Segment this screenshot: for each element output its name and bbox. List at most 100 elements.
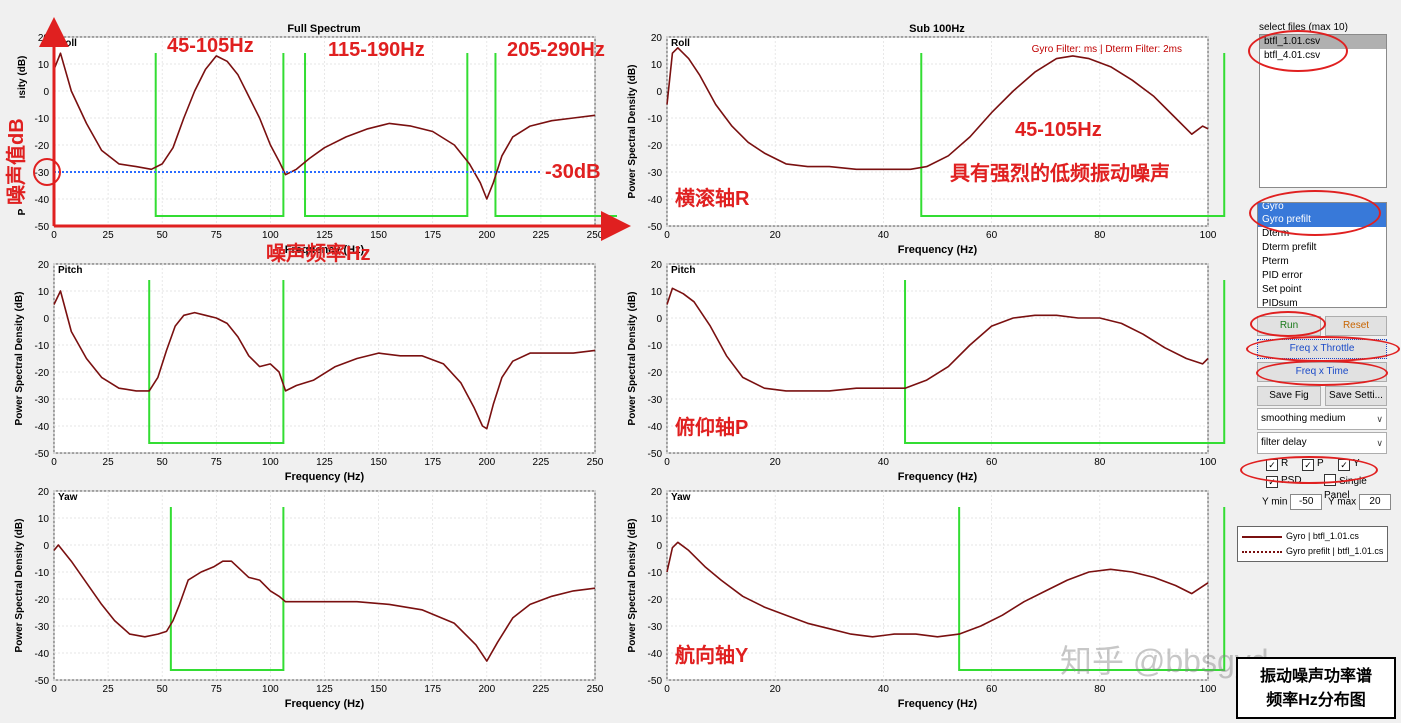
x-tick-label: 0 [664, 457, 670, 468]
axis-name-label: Pitch [671, 265, 695, 276]
x-tick-label: 0 [664, 230, 670, 241]
x-tick-label: 20 [770, 457, 782, 468]
y-tick-label: 10 [38, 514, 50, 525]
x-tick-label: 175 [424, 684, 441, 695]
checkbox-single-panel[interactable]: Single Panel [1324, 474, 1394, 501]
y-tick-label: -30 [648, 168, 663, 179]
caption-line-2: 频率Hz分布图 [1266, 692, 1366, 709]
x-axis-label: Frequency (Hz) [898, 698, 978, 710]
x-tick-label: 100 [1200, 684, 1217, 695]
y-tick-label: -50 [35, 676, 50, 687]
freq-throttle-button[interactable]: Freq x Throttle [1257, 339, 1387, 359]
series-line-gyro [666, 46, 1209, 171]
checkbox-psd[interactable]: ✓ PSD [1266, 474, 1302, 488]
checkbox-p[interactable]: ✓ P [1302, 457, 1324, 471]
y-tick-label: 20 [38, 487, 50, 498]
y-min-control: Y min -50 [1262, 494, 1323, 510]
x-tick-label: 100 [262, 230, 279, 241]
legend-item-gyro-prefilt: Gyro prefilt | btfl_1.01.cs [1242, 544, 1383, 558]
chart-sub-pitch: 0 20 40 60 80 100 -50 -40 -30 -20 -10 0 10 20 Pitch Fre… [627, 260, 1226, 483]
y-tick-label: 20 [38, 260, 50, 271]
y-tick-label: 20 [651, 260, 663, 271]
x-tick-label: 100 [1200, 457, 1217, 468]
checkbox-r[interactable]: ✓ R [1266, 457, 1288, 471]
x-tick-label: 200 [478, 230, 495, 241]
filter-delay-value: filter delay [1261, 437, 1307, 448]
checkbox-r-label: R [1281, 458, 1289, 469]
smoothing-dropdown[interactable]: smoothing medium ∨ [1257, 408, 1387, 430]
x-tick-label: 250 [587, 230, 604, 241]
y-tick-label: -10 [648, 568, 663, 579]
y-min-input[interactable]: -50 [1290, 494, 1323, 510]
freq-time-button[interactable]: Freq x Time [1257, 362, 1387, 382]
legend-swatch-solid [1242, 535, 1282, 538]
y-tick-label: -30 [648, 622, 663, 633]
run-button[interactable]: Run [1257, 316, 1321, 336]
band-group [169, 507, 285, 671]
checkbox-single-panel-label: Single Panel [1324, 476, 1367, 501]
y-axis-label: Power Spectral Density (dB) [627, 65, 638, 199]
save-settings-button[interactable]: Save Setti... [1325, 386, 1387, 406]
signal-list[interactable]: Gyro Gyro prefilt Dterm Dterm prefilt Pt… [1257, 202, 1387, 308]
y-tick-label: -40 [648, 195, 663, 206]
y-tick-label: -20 [35, 141, 50, 152]
x-tick-label: 60 [986, 684, 998, 695]
x-axis-label: Frequency (Hz) [285, 698, 365, 710]
signal-item[interactable]: Gyro [1258, 203, 1386, 213]
y-tick-label: 0 [656, 314, 662, 325]
y-tick-label: -10 [648, 341, 663, 352]
y-tick-label: 0 [43, 541, 49, 552]
highlight-ytick [33, 158, 61, 186]
save-fig-button[interactable]: Save Fig [1257, 386, 1321, 406]
legend-swatch-dotted [1242, 550, 1282, 553]
x-tick-label: 200 [478, 684, 495, 695]
signal-item[interactable]: PIDsum [1262, 298, 1298, 308]
file-list[interactable]: btfl_1.01.csv btfl_4.01.csv [1259, 34, 1387, 188]
signal-item[interactable]: Dterm [1262, 228, 1290, 239]
reset-button[interactable]: Reset [1325, 316, 1387, 336]
plot-area [666, 263, 1209, 454]
y-tick-label: -30 [35, 622, 50, 633]
y-axis-label: Power Spectral Density (dB) [627, 519, 638, 653]
spectrum-charts: Full Spectrum Sub 100Hz 0 25 50 75 100 125 150… [4, 17, 1226, 710]
filter-delay-dropdown[interactable]: filter delay ∨ [1257, 432, 1387, 454]
x-axis-label: Frequency (Hz) [285, 471, 365, 483]
file-item[interactable]: btfl_4.01.csv [1264, 50, 1321, 61]
checkbox-psd-label: PSD [1281, 475, 1302, 486]
signal-item[interactable]: Gyro prefilt [1258, 213, 1386, 227]
y-tick-label: 20 [38, 33, 50, 44]
x-tick-label: 80 [1094, 230, 1106, 241]
signal-item[interactable]: Set point [1262, 284, 1302, 295]
y-tick-label: 20 [651, 33, 663, 44]
x-tick-label: 150 [370, 684, 387, 695]
x-tick-label: 125 [316, 684, 333, 695]
legend-label: Gyro prefilt | btfl_1.01.cs [1286, 546, 1384, 556]
signal-item[interactable]: Dterm prefilt [1262, 242, 1317, 253]
y-tick-label: -10 [35, 568, 50, 579]
x-tick-label: 60 [986, 457, 998, 468]
file-item[interactable]: btfl_1.01.csv [1260, 35, 1386, 49]
filter-band [958, 507, 1226, 671]
y-max-input[interactable]: 20 [1358, 494, 1391, 510]
sub-100hz-title: Sub 100Hz [909, 23, 965, 35]
filter-band [904, 280, 1226, 444]
checkbox-y-label: Y [1353, 458, 1360, 469]
x-tick-label: 0 [51, 457, 57, 468]
x-tick-label: 80 [1094, 457, 1106, 468]
y-tick-label: 10 [651, 514, 663, 525]
x-tick-label: 50 [157, 684, 169, 695]
x-tick-label: 175 [424, 457, 441, 468]
x-tick-label: 20 [770, 684, 782, 695]
signal-item[interactable]: PID error [1262, 270, 1303, 281]
annot-band3: 205-290Hz [507, 39, 605, 61]
signal-item[interactable]: Pterm [1262, 256, 1289, 267]
checkbox-y[interactable]: ✓ Y [1338, 457, 1360, 471]
watermark: 知乎 @bbsgyd [1060, 643, 1269, 679]
axis-name-label: Pitch [58, 265, 82, 276]
y-tick-label: 10 [38, 287, 50, 298]
y-min-label: Y min [1262, 496, 1288, 508]
x-tick-label: 60 [986, 230, 998, 241]
annot-sub-band: 45-105Hz [1015, 119, 1102, 141]
y-tick-label: 20 [651, 487, 663, 498]
plot-area [666, 490, 1209, 681]
